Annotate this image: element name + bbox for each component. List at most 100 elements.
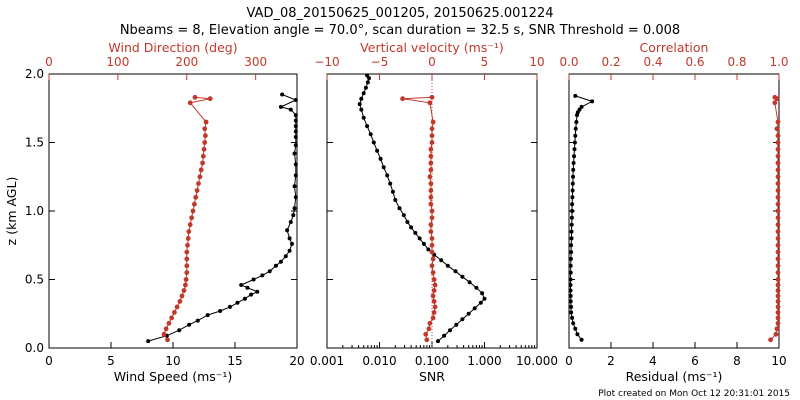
data-point: [177, 328, 182, 333]
top-tick-label: 5: [481, 55, 489, 69]
bottom-tick-label: 10: [165, 354, 180, 368]
top-tick-label: 0.4: [643, 55, 662, 69]
data-point: [388, 181, 393, 186]
data-point: [166, 320, 172, 326]
plot-frame: [568, 73, 780, 349]
data-point: [205, 313, 210, 318]
data-point: [429, 140, 435, 145]
data-point: [570, 188, 575, 193]
plot-frame: [48, 73, 298, 349]
data-point: [775, 146, 781, 152]
data-point: [291, 213, 296, 218]
panel-1: 0.0 0.5 1.0 1.5 2.0 z (km AGL) 0 5 10 15 20 Wind Sp…: [4, 40, 305, 384]
data-point: [189, 215, 195, 221]
top-tick-label: 100: [106, 55, 129, 69]
top-tick-label: −10: [314, 55, 339, 69]
data-point: [378, 156, 383, 161]
data-point: [190, 208, 196, 214]
data-point: [569, 243, 574, 248]
data-point: [571, 167, 576, 172]
data-point: [428, 188, 434, 193]
bottom-tick-label: 15: [227, 354, 242, 368]
data-point: [218, 309, 223, 313]
data-point: [775, 236, 781, 241]
data-point: [417, 236, 422, 241]
plot-timestamp: Plot created on Mon Oct 12 20:31:01 2015: [598, 389, 790, 399]
data-point: [570, 209, 575, 213]
data-point: [288, 107, 293, 112]
data-point: [436, 339, 440, 344]
data-point: [575, 332, 580, 337]
y-tick-label: 1.5: [25, 136, 44, 150]
data-point: [161, 331, 167, 337]
data-point: [292, 206, 297, 211]
data-point: [572, 140, 577, 145]
data-point: [775, 288, 781, 293]
data-point: [431, 288, 437, 293]
y-tick-label: 1.0: [25, 204, 44, 218]
series-line: [148, 94, 298, 342]
data-point: [185, 236, 191, 241]
data-point: [428, 229, 434, 235]
data-point: [409, 225, 414, 230]
data-point: [287, 248, 292, 253]
bottom-tick-label: 0.100: [415, 354, 449, 368]
data-point: [428, 194, 434, 200]
data-point: [202, 126, 208, 132]
y-axis-label: z (km AGL): [4, 177, 19, 246]
bottom-tick-label: 4: [649, 354, 657, 368]
data-point: [427, 100, 433, 106]
bottom-tick-label: 10.000: [516, 354, 558, 368]
data-point: [185, 242, 190, 248]
bottom-axis-label: Wind Speed (ms⁻¹): [114, 369, 233, 384]
bottom-tick-label: 5: [107, 354, 115, 368]
data-point: [439, 258, 444, 263]
data-point: [239, 283, 244, 287]
data-point: [431, 277, 437, 282]
data-point: [424, 337, 430, 343]
data-point: [278, 259, 283, 264]
data-point: [573, 326, 578, 331]
data-point: [472, 306, 477, 311]
series-line: [359, 75, 486, 342]
top-tick-label: 0.2: [601, 55, 620, 69]
data-point: [442, 333, 447, 338]
data-point: [287, 236, 292, 241]
data-point: [365, 73, 370, 78]
data-point: [429, 242, 435, 248]
data-point: [428, 160, 434, 166]
data-point: [775, 299, 781, 304]
data-point: [357, 102, 362, 107]
data-point: [429, 208, 435, 214]
data-point: [426, 326, 432, 332]
data-point: [184, 256, 190, 262]
data-point: [179, 293, 185, 299]
series-1-black: [357, 73, 487, 344]
data-point: [432, 282, 438, 288]
data-point: [293, 173, 298, 178]
data-point: [570, 202, 575, 207]
data-point: [775, 282, 781, 288]
bottom-tick-label: 8: [733, 354, 741, 368]
bottom-axis-label: Residual (ms⁻¹): [626, 369, 723, 384]
data-point: [570, 181, 575, 186]
data-point: [169, 315, 175, 321]
data-point: [775, 242, 781, 248]
data-point: [365, 80, 370, 85]
data-point: [428, 153, 434, 159]
data-point: [426, 247, 431, 252]
data-point: [203, 119, 209, 125]
data-point: [385, 173, 390, 178]
data-point: [569, 310, 574, 315]
data-point: [775, 174, 781, 180]
data-point: [196, 181, 201, 187]
data-point: [192, 94, 198, 100]
data-point: [431, 299, 437, 304]
data-point: [428, 181, 434, 187]
data-point: [361, 115, 366, 120]
top-tick-label: 0: [45, 55, 53, 69]
data-point: [293, 113, 298, 118]
data-point: [400, 96, 405, 102]
bottom-tick-label: 0: [45, 354, 53, 368]
data-point: [285, 228, 290, 233]
